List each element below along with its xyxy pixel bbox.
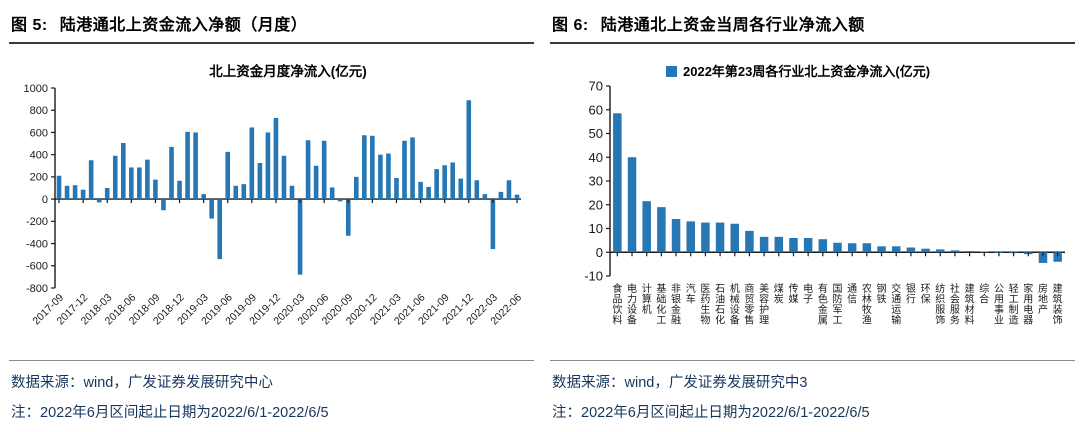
svg-text:基础化工: 基础化工	[656, 282, 666, 327]
panel-figure-6: 图 6: 陆港通北上资金当周各行业净流入额 -10 0 10 20 30 40 50 60 70 食…	[550, 4, 1075, 432]
weekly-industry-flow-chart: -10 0 10 20 30 40 50 60 70 食品饮料电力设备计算机基础化工非银金融汽车医…	[584, 64, 1065, 327]
svg-text:计算机: 计算机	[642, 282, 652, 316]
figure-5-source: 数据来源：wind，广发证券发展研究中心	[11, 375, 273, 391]
svg-text:国防军工: 国防军工	[833, 283, 843, 327]
svg-text:-600: -600	[26, 261, 48, 273]
svg-text:50: 50	[589, 126, 603, 141]
svg-text:社会服务: 社会服务	[950, 282, 960, 327]
svg-text:0: 0	[596, 245, 603, 260]
svg-text:-10: -10	[584, 269, 603, 284]
svg-text:400: 400	[30, 150, 48, 162]
svg-text:交通运输: 交通运输	[891, 282, 901, 327]
caption-divider	[9, 42, 534, 44]
svg-text:200: 200	[30, 172, 48, 184]
svg-text:通信: 通信	[847, 283, 857, 306]
figure-5-number: 图 5:	[11, 17, 48, 34]
svg-text:10: 10	[589, 221, 603, 236]
svg-text:电子: 电子	[803, 282, 813, 306]
svg-text:600: 600	[30, 127, 48, 139]
svg-text:0: 0	[42, 194, 48, 206]
figure-5-title: 陆港通北上资金流入净额（月度）	[59, 17, 308, 34]
svg-text:商贸零售: 商贸零售	[744, 282, 754, 327]
svg-text:家用电器: 家用电器	[1023, 282, 1033, 327]
panel-figure-5: 图 5: 陆港通北上资金流入净额（月度） -800 -600 -400 -200 0 200…	[9, 4, 534, 432]
svg-text:非银金融: 非银金融	[671, 283, 681, 327]
figure-5-caption: 图 5: 陆港通北上资金流入净额（月度）	[9, 4, 534, 42]
svg-text:食品饮料: 食品饮料	[612, 282, 622, 327]
svg-text:建筑材料: 建筑材料	[965, 282, 975, 327]
svg-text:40: 40	[589, 150, 603, 165]
svg-text:20: 20	[589, 197, 603, 212]
caption-divider	[550, 42, 1075, 44]
svg-text:建筑装饰: 建筑装饰	[1053, 282, 1063, 327]
figure-6-number: 图 6:	[552, 17, 589, 34]
figure-6-title: 陆港通北上资金当周各行业净流入额	[600, 17, 865, 34]
svg-text:800: 800	[30, 105, 48, 117]
svg-text:电力设备: 电力设备	[627, 282, 637, 327]
svg-text:30: 30	[589, 174, 603, 189]
figure-6-note: 注：2022年6月区间起止日期为2022/6/1-2022/6/5	[552, 405, 870, 421]
monthly-northbound-flow-chart: -800-600-400-200020040060080010002017-09…	[24, 63, 525, 327]
svg-text:煤炭: 煤炭	[774, 282, 784, 306]
svg-text:房地产: 房地产	[1038, 282, 1048, 316]
source-divider	[550, 360, 1075, 361]
svg-text:60: 60	[589, 102, 603, 117]
svg-text:环保: 环保	[921, 284, 931, 306]
svg-text:银行: 银行	[906, 282, 916, 306]
figure-6-caption: 图 6: 陆港通北上资金当周各行业净流入额	[550, 4, 1075, 42]
svg-text:美容护理: 美容护理	[759, 282, 769, 327]
svg-text:70: 70	[589, 79, 603, 94]
svg-text:-800: -800	[26, 283, 48, 295]
figure-5-note: 注：2022年6月区间起止日期为2022/6/1-2022/6/5	[11, 405, 329, 421]
svg-text:-200: -200	[26, 216, 48, 228]
svg-text:1000: 1000	[24, 83, 48, 95]
svg-text:石油石化: 石油石化	[715, 284, 725, 327]
svg-text:传媒: 传媒	[788, 283, 798, 306]
svg-text:有色金属: 有色金属	[818, 282, 828, 327]
svg-text:钢铁: 钢铁	[877, 282, 887, 306]
svg-text:2022年第23周各行业北上资金净流入(亿元): 2022年第23周各行业北上资金净流入(亿元)	[683, 64, 930, 79]
svg-text:轻工制造: 轻工制造	[1009, 282, 1019, 327]
svg-text:纺织服饰: 纺织服饰	[935, 282, 945, 327]
figure-6-source: 数据来源：wind，广发证券发展研究中3	[552, 375, 808, 391]
source-divider	[9, 360, 534, 361]
svg-text:-400: -400	[26, 238, 48, 250]
svg-text:北上资金月度净流入(亿元): 北上资金月度净流入(亿元)	[209, 63, 367, 79]
svg-text:公用事业: 公用事业	[994, 284, 1004, 327]
svg-text:机械设备: 机械设备	[730, 282, 740, 327]
svg-text:医药生物: 医药生物	[700, 283, 710, 327]
svg-text:汽车: 汽车	[686, 282, 696, 306]
svg-text:农林牧渔: 农林牧渔	[862, 282, 872, 327]
svg-text:综合: 综合	[979, 282, 989, 306]
